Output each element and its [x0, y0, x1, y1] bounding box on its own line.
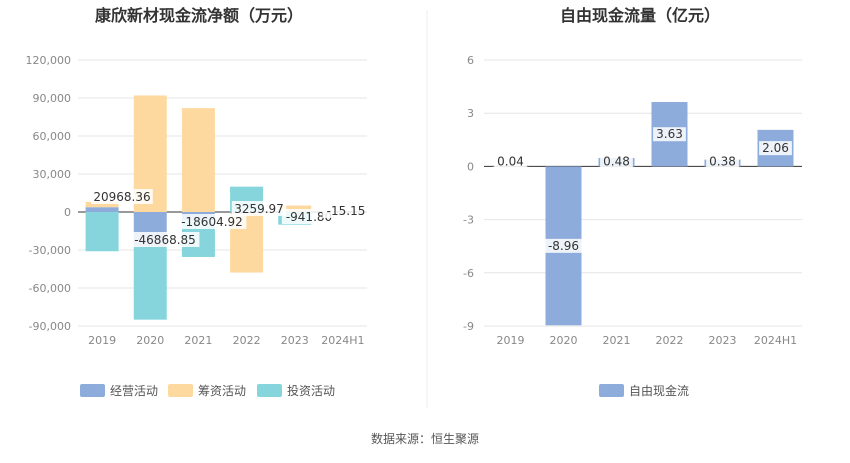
left-plot-area: 120,000 90,000 60,000 30,000 0 -30,000 -60,000… — [26, 54, 370, 347]
left-bar-3 — [133, 246, 167, 320]
right-value-label: 0.48 — [603, 154, 630, 168]
left-y-tick-label: 90,000 — [33, 92, 72, 105]
left-net-label-bg — [130, 232, 200, 247]
right-x-tick-label: 2019 — [497, 334, 525, 347]
left-net-label: -18604.92 — [181, 215, 243, 229]
left-y-tick-label: 60,000 — [33, 130, 72, 143]
left-net-label-bg — [177, 214, 247, 229]
left-legend-label: 经营活动 — [110, 384, 158, 398]
left-x-tick-label: 2023 — [281, 334, 309, 347]
right-x-tick-label: 2020 — [550, 334, 578, 347]
right-value-label: -8.96 — [548, 239, 579, 253]
right-y-tick-label: -3 — [463, 214, 474, 227]
right-y-tick-label: -9 — [463, 320, 474, 333]
left-net-label-bg — [91, 189, 153, 204]
right-x-tick-label: 2024H1 — [754, 334, 797, 347]
left-legend-label: 投资活动 — [287, 383, 335, 398]
left-net-label: 20968.36 — [93, 190, 150, 204]
right-value-label-bg — [543, 238, 584, 253]
right-legend-label: 自由现金流 — [629, 383, 689, 398]
left-y-tick-label: -60,000 — [29, 282, 71, 295]
right-y-tick-label: 3 — [467, 107, 474, 120]
left-legend-label: 筹资活动 — [198, 384, 246, 398]
left-net-label: -46868.85 — [134, 233, 196, 247]
left-x-tick-label: 2024H1 — [321, 334, 364, 347]
right-value-label-bg — [653, 127, 686, 142]
left-bar-2 — [85, 201, 119, 208]
left-x-tick-label: 2020 — [136, 334, 164, 347]
right-plot-area: 6 3 0 -3 -6 -9 2019 0.04 2020 -8.96 2021 0.48 2022 3.… — [463, 54, 802, 347]
left-y-tick-label: -90,000 — [29, 320, 71, 333]
left-legend-swatch — [257, 384, 282, 397]
left-net-label-bg — [322, 203, 370, 218]
left-net-label: -941.80 — [286, 210, 332, 224]
right-value-label: 0.04 — [497, 154, 524, 168]
right-value-label: 2.06 — [762, 141, 789, 155]
right-value-label-bg — [759, 141, 792, 156]
right-legend-swatch — [599, 384, 624, 397]
left-y-tick-label: -30,000 — [29, 244, 71, 257]
left-chart-title: 康欣新材现金流净额（万元） — [95, 6, 303, 25]
right-y-tick-label: 0 — [467, 160, 474, 173]
left-x-tick-label: 2021 — [184, 334, 212, 347]
left-bar-3 — [85, 212, 119, 252]
right-x-tick-label: 2021 — [603, 334, 631, 347]
right-value-label: 0.38 — [709, 154, 736, 168]
left-bar-1 — [85, 207, 119, 212]
left-net-label-bg — [231, 201, 287, 216]
left-net-label: 3259.97 — [234, 202, 284, 216]
left-legend-swatch — [168, 384, 193, 397]
right-y-tick-label: 6 — [467, 54, 474, 67]
right-value-label-bg — [494, 154, 527, 169]
left-y-tick-label: 30,000 — [33, 168, 72, 181]
left-legend-swatch — [80, 384, 105, 397]
right-legend: 自由现金流 — [599, 383, 689, 398]
source-label: 数据来源：恒生聚源 — [371, 431, 479, 446]
left-x-tick-label: 2022 — [233, 334, 261, 347]
left-x-tick-label: 2019 — [88, 334, 116, 347]
right-x-tick-label: 2023 — [709, 334, 737, 347]
left-bar-2 — [181, 108, 215, 212]
left-net-label: -15.15 — [327, 204, 366, 218]
right-y-tick-label: -6 — [463, 267, 474, 280]
right-value-label-bg — [600, 154, 633, 169]
right-value-label-bg — [706, 154, 739, 169]
left-y-tick-label: 0 — [64, 206, 71, 219]
right-value-label: 3.63 — [656, 127, 683, 141]
right-chart-title: 自由现金流量（亿元） — [560, 6, 720, 25]
left-legend: 经营活动 筹资活动 投资活动 — [80, 383, 335, 398]
right-x-tick-label: 2022 — [656, 334, 684, 347]
left-y-tick-label: 120,000 — [26, 54, 72, 67]
left-bar-2 — [278, 205, 312, 212]
